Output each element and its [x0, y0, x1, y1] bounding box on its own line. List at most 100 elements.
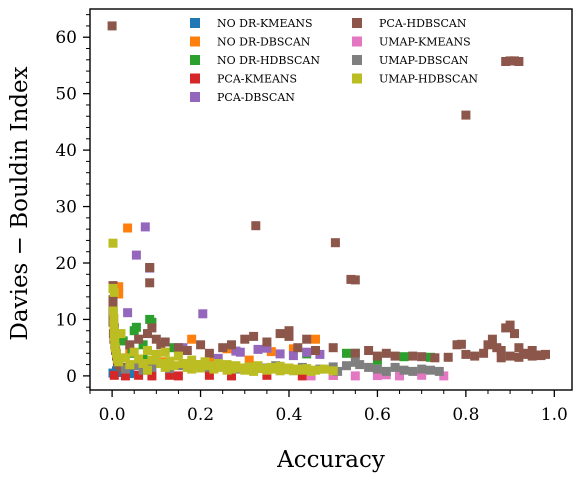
marker-series-5-point-11 — [145, 278, 155, 288]
legend-label: UMAP-KMEANS — [379, 36, 471, 49]
marker-series-8-point-34 — [209, 364, 219, 374]
marker-series-5-point-57 — [443, 352, 453, 362]
marker-series-5-point-59 — [456, 339, 466, 349]
marker-series-5-point-61 — [470, 351, 480, 361]
legend-label: PCA-KMEANS — [217, 73, 297, 86]
marker-series-8-point-12 — [114, 357, 124, 367]
marker-series-5-point-34 — [182, 346, 192, 355]
marker-series-2-point-12 — [399, 352, 409, 362]
marker-series-8-point-59 — [328, 366, 338, 376]
marker-series-5-point-6 — [251, 221, 261, 231]
x-tick-label: 0.0 — [99, 405, 126, 425]
marker-series-5-point-32 — [160, 337, 170, 347]
data-markers — [107, 21, 550, 381]
marker-series-5-point-54 — [408, 351, 418, 361]
marker-series-4-point-8 — [262, 343, 272, 353]
marker-series-5-point-13 — [108, 295, 118, 305]
marker-series-4-point-9 — [275, 349, 285, 359]
marker-series-8-point-0 — [108, 238, 118, 248]
legend-label: UMAP-HDBSCAN — [379, 73, 478, 86]
legend-swatch — [352, 36, 362, 47]
marker-series-3-point-1 — [120, 371, 130, 381]
marker-series-5-point-43 — [284, 326, 294, 336]
marker-series-8-point-6 — [109, 326, 119, 336]
legend-label: NO DR-DBSCAN — [217, 36, 311, 49]
marker-series-5-point-27 — [134, 334, 144, 344]
marker-series-1-point-11 — [311, 334, 320, 344]
marker-series-5-point-63 — [483, 340, 493, 350]
y-tick-label: 40 — [55, 141, 77, 161]
marker-series-5-point-45 — [293, 343, 303, 353]
marker-series-5-point-77 — [505, 351, 515, 361]
marker-series-5-point-49 — [350, 348, 360, 358]
y-tick-label: 60 — [55, 28, 77, 48]
legend-swatch — [352, 18, 362, 28]
y-axis-ticks: 0 10 20 30 40 50 60 — [55, 14, 90, 388]
marker-series-8-point-5 — [109, 320, 119, 330]
marker-series-2-point-3 — [131, 322, 141, 332]
marker-series-6-point-4 — [395, 371, 404, 381]
marker-series-1-point-8 — [244, 355, 254, 365]
marker-series-8-point-19 — [143, 346, 152, 355]
marker-series-7-point-21 — [372, 364, 382, 374]
marker-series-8-point-16 — [129, 347, 139, 357]
marker-series-8-point-18 — [138, 359, 148, 368]
marker-series-6-point-2 — [350, 371, 360, 381]
marker-series-5-point-40 — [249, 331, 259, 341]
marker-series-4-point-1 — [131, 250, 141, 260]
marker-series-5-point-76 — [541, 349, 550, 359]
marker-series-5-point-5 — [461, 110, 471, 120]
marker-series-8-point-13 — [116, 329, 126, 339]
marker-series-7-point-23 — [390, 362, 400, 372]
marker-series-5-point-4 — [514, 57, 524, 66]
marker-series-8-point-61 — [160, 362, 170, 372]
legend-swatch — [352, 73, 362, 84]
marker-series-5-point-66 — [496, 346, 506, 355]
marker-series-5-point-46 — [302, 334, 312, 344]
marker-series-7-point-29 — [350, 357, 360, 367]
legend-swatch — [190, 36, 200, 47]
marker-series-5-point-64 — [487, 334, 497, 344]
legend-swatch — [190, 73, 200, 84]
marker-series-8-point-63 — [222, 365, 232, 375]
marker-series-8-point-58 — [319, 364, 329, 374]
x-axis-label: Accuracy — [276, 447, 385, 473]
marker-series-8-point-31 — [196, 363, 206, 373]
legend-swatch — [190, 18, 200, 28]
marker-series-8-point-65 — [275, 366, 285, 376]
marker-series-6-point-5 — [417, 370, 427, 380]
marker-series-5-point-9 — [350, 275, 360, 285]
marker-series-7-point-22 — [381, 366, 391, 376]
marker-series-5-point-68 — [505, 320, 515, 330]
marker-series-8-point-20 — [147, 355, 157, 365]
marker-series-8-point-60 — [143, 365, 152, 375]
marker-series-8-point-7 — [109, 331, 119, 341]
marker-series-3-point-7 — [227, 371, 236, 381]
marker-series-2-point-7 — [138, 340, 148, 350]
marker-series-5-point-33 — [173, 343, 183, 353]
marker-series-5-point-10 — [145, 263, 155, 272]
marker-series-1-point-5 — [187, 334, 197, 344]
marker-series-4-point-14 — [213, 353, 223, 363]
marker-series-5-point-26 — [125, 340, 135, 350]
marker-series-5-point-51 — [372, 351, 382, 361]
marker-series-8-point-15 — [125, 360, 135, 370]
marker-series-7-point-24 — [399, 365, 409, 375]
marker-series-5-point-38 — [227, 340, 236, 350]
marker-series-3-point-9 — [297, 371, 307, 381]
marker-series-3-point-3 — [147, 371, 157, 381]
marker-series-8-point-2 — [109, 287, 119, 297]
marker-series-7-point-27 — [426, 365, 435, 375]
marker-series-5-point-37 — [218, 343, 228, 353]
marker-series-5-point-80 — [527, 351, 537, 361]
marker-series-5-point-28 — [143, 329, 152, 339]
marker-series-8-point-3 — [108, 306, 118, 316]
marker-series-7-point-18 — [342, 361, 351, 371]
marker-series-2-point-1 — [118, 336, 128, 346]
legend-swatch — [190, 55, 200, 65]
marker-series-7-point-28 — [434, 366, 444, 376]
y-tick-label: 30 — [55, 198, 77, 218]
marker-series-8-point-8 — [110, 337, 120, 347]
legend-swatch — [352, 55, 362, 65]
